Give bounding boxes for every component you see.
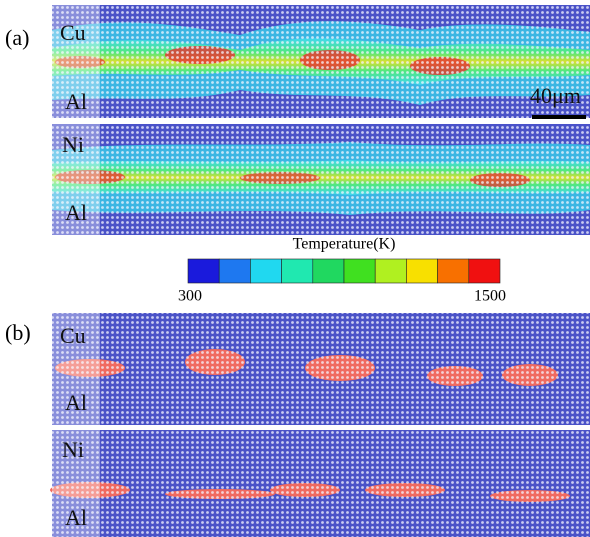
material-label: Cu xyxy=(60,20,86,45)
colorbar-max: 1500 xyxy=(474,288,506,305)
colorbar-cell xyxy=(374,258,407,284)
colorbar-cell xyxy=(187,258,220,284)
material-label: Cu xyxy=(60,323,86,348)
sim-strip xyxy=(52,124,590,235)
scale-bar-label: 40μm xyxy=(530,83,581,108)
material-label: Al xyxy=(65,200,87,225)
colorbar-cell xyxy=(343,258,376,284)
sim-strip xyxy=(52,313,590,425)
material-label: Ni xyxy=(62,132,84,157)
colorbar-title: Temperature(K) xyxy=(293,236,396,253)
colorbar-cell xyxy=(468,258,501,284)
material-label: Al xyxy=(65,505,87,530)
colorbar-cell xyxy=(218,258,251,284)
material-label: Al xyxy=(65,89,87,114)
colorbar xyxy=(187,258,501,284)
colorbar-cell xyxy=(437,258,470,284)
material-label: Al xyxy=(65,390,87,415)
material-label: Ni xyxy=(62,437,84,462)
sim-strip xyxy=(52,5,590,118)
colorbar-cell xyxy=(281,258,314,284)
panel-label: (b) xyxy=(5,320,31,345)
colorbar-min: 300 xyxy=(178,288,202,305)
sim-strip xyxy=(50,430,590,537)
colorbar-cell xyxy=(406,258,438,284)
colorbar-cell xyxy=(312,258,345,284)
panel-label: (a) xyxy=(5,25,29,50)
colorbar-cell xyxy=(250,258,282,284)
